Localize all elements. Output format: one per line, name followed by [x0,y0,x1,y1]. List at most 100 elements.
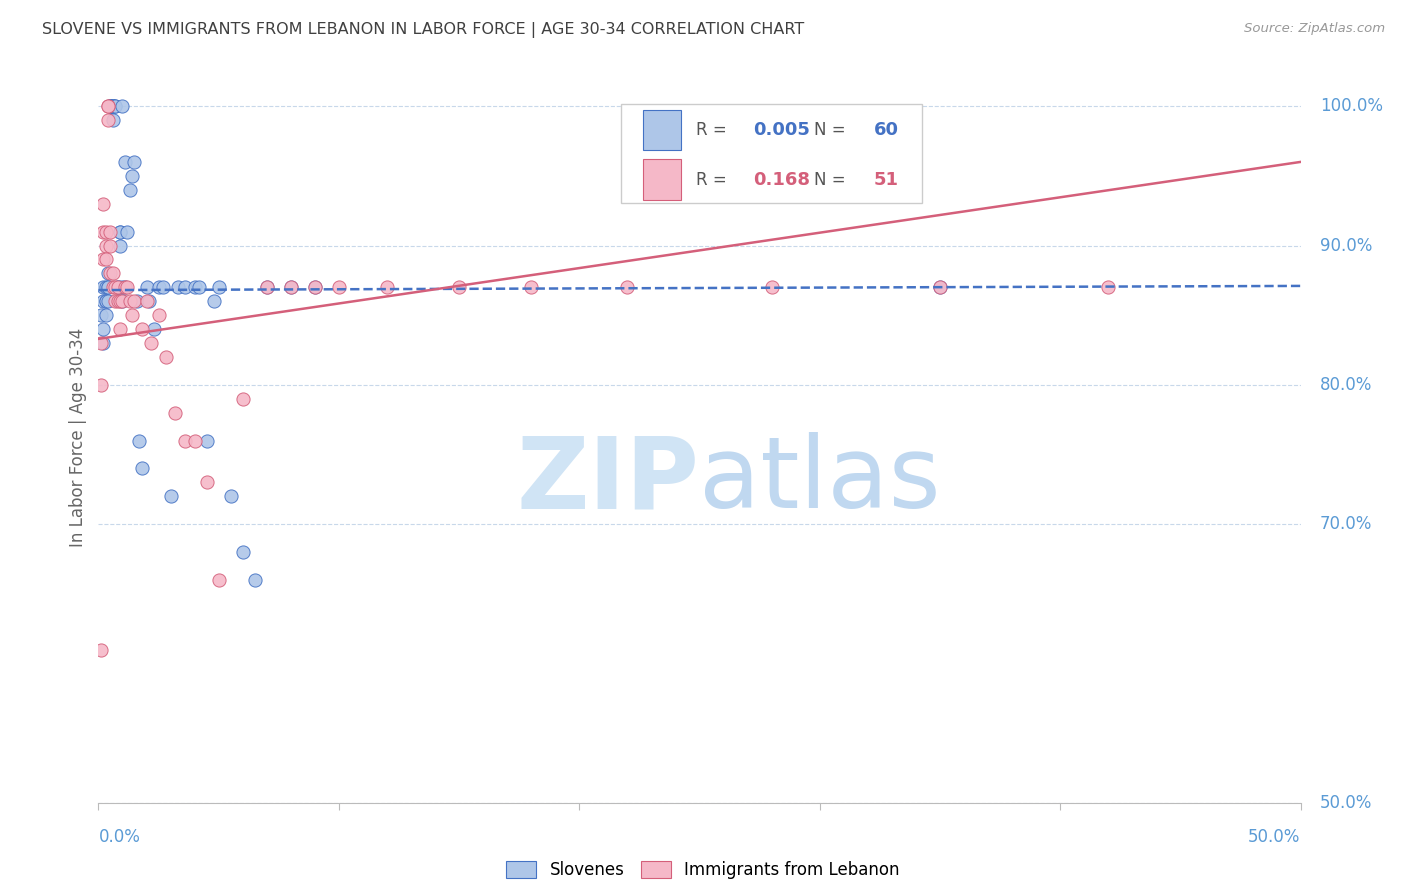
Point [101,99,124,113]
Point [91,196,114,211]
Point [90,642,112,657]
Point [100,99,122,113]
Text: atlas: atlas [699,433,941,530]
Point [94,280,117,294]
Point [107,280,129,294]
Text: ZIP: ZIP [516,433,699,530]
Point [108,225,131,239]
Point [104,294,127,309]
Point [104,99,127,113]
Point [111,294,134,309]
Point [114,155,136,169]
Point [520,280,543,294]
Text: 0.0%: 0.0% [98,828,141,846]
Point [90,308,112,322]
Point [108,225,131,239]
Text: 90.0%: 90.0% [1320,236,1372,254]
Point [174,434,197,448]
Text: 51: 51 [873,171,898,189]
Point [91,322,114,336]
Text: SLOVENE VS IMMIGRANTS FROM LEBANON IN LABOR FORCE | AGE 30-34 CORRELATION CHART: SLOVENE VS IMMIGRANTS FROM LEBANON IN LA… [42,22,804,38]
Point [328,280,350,294]
Text: 70.0%: 70.0% [1320,516,1372,533]
Point [928,280,950,294]
Point [761,280,783,294]
Text: Source: ZipAtlas.com: Source: ZipAtlas.com [1244,22,1385,36]
Text: R =: R = [696,171,727,189]
Point [195,434,218,448]
FancyBboxPatch shape [621,104,922,203]
Point [117,280,139,294]
Point [155,350,177,364]
Point [256,280,278,294]
Text: N =: N = [814,171,845,189]
Point [97,280,120,294]
Point [104,99,127,113]
Point [108,322,131,336]
Text: 0.168: 0.168 [754,171,811,189]
Point [101,99,124,113]
Point [202,294,225,309]
Point [111,280,134,294]
Point [219,489,242,503]
Point [138,294,160,309]
Point [616,280,638,294]
Point [117,225,139,239]
Point [152,280,174,294]
Point [141,336,163,351]
Point [101,99,124,113]
Text: 60: 60 [873,121,898,139]
Text: R =: R = [696,121,727,139]
Point [111,294,134,309]
FancyBboxPatch shape [643,110,682,150]
Point [135,294,157,309]
Point [111,99,134,113]
Point [91,336,114,351]
Point [94,225,117,239]
Point [97,294,120,309]
Text: 80.0%: 80.0% [1320,376,1372,394]
Point [280,280,302,294]
Point [114,280,136,294]
Text: 0.005: 0.005 [754,121,810,139]
Point [121,308,143,322]
Point [125,294,148,309]
Point [124,294,146,309]
Point [104,280,127,294]
Point [101,113,124,128]
Point [166,280,188,294]
Point [208,573,231,587]
Point [304,280,326,294]
Point [97,99,120,113]
Point [165,406,187,420]
Legend: Slovenes, Immigrants from Lebanon: Slovenes, Immigrants from Lebanon [506,861,900,880]
Point [91,294,114,309]
Point [97,99,120,113]
Point [90,336,112,351]
Point [94,238,117,252]
Point [121,169,143,183]
Point [100,99,122,113]
Point [100,225,122,239]
Point [94,308,117,322]
Point [91,225,114,239]
Text: 50.0%: 50.0% [1320,794,1372,812]
Point [90,377,112,392]
Point [183,434,205,448]
Text: N =: N = [814,121,845,139]
Point [107,294,129,309]
Y-axis label: In Labor Force | Age 30-34: In Labor Force | Age 30-34 [69,327,87,547]
Point [97,113,120,128]
Point [114,280,136,294]
Point [118,294,141,309]
Point [118,183,141,197]
Point [304,280,326,294]
FancyBboxPatch shape [643,160,682,200]
Point [91,280,114,294]
Point [107,280,129,294]
Point [128,434,150,448]
Point [188,280,211,294]
Point [148,280,170,294]
Point [195,475,218,490]
Point [91,252,114,267]
